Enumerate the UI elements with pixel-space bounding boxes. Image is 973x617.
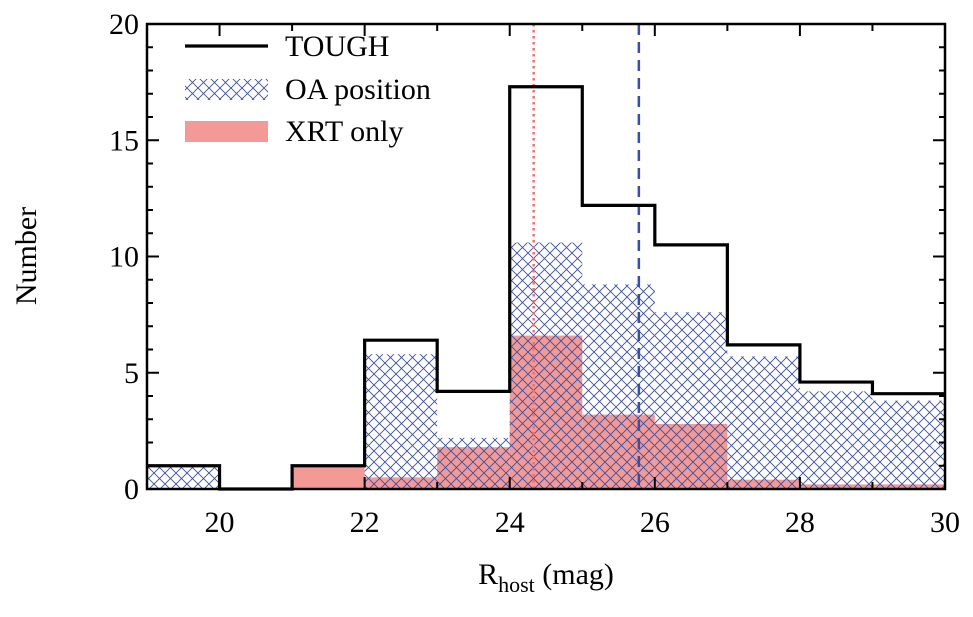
y-tick-label: 15 [109,124,139,157]
legend-swatch-xrt-only [185,121,268,142]
oa-position-bar [437,437,510,489]
tough-step-line [147,85,945,491]
x-tick-label: 28 [785,506,815,539]
tough-histogram [147,85,945,491]
legend-label: TOUGH [285,30,389,63]
oa-position-bar [364,354,438,489]
reference-lines [532,24,641,489]
legend: TOUGH OA position XRT only [185,30,431,148]
oa-position-bar [799,391,873,489]
oa-position-bar [582,284,655,489]
x-axis-label: Rhost (mag) [478,558,614,597]
oa-position-bars [147,242,945,489]
oa-position-bar [727,356,800,489]
x-tick-label: 24 [495,506,525,539]
y-tick-label: 10 [109,241,139,274]
oa-position-bar [509,242,583,489]
x-tick-label: 30 [930,506,960,539]
x-tick-label: 22 [350,506,380,539]
x-tick-label: 20 [205,506,235,539]
oa-position-bar [147,465,220,489]
x-tick-label: 26 [640,506,670,539]
legend-label: XRT only [285,115,404,148]
xrt-bar [292,465,365,489]
y-tick-label: 5 [124,357,139,390]
y-tick-label: 0 [124,473,139,506]
oa-position-bar [654,312,728,489]
x-axis-label-subscript: host [498,572,535,597]
y-tick-label: 20 [109,8,139,41]
tick-labels: 20 22 24 26 28 30 0 5 10 15 20 [109,8,960,539]
legend-swatch-oa-position [185,79,268,100]
legend-label: OA position [285,73,431,106]
oa-position-bar [872,400,945,489]
y-axis-label: Number [10,207,43,305]
axis-ticks [146,23,946,490]
